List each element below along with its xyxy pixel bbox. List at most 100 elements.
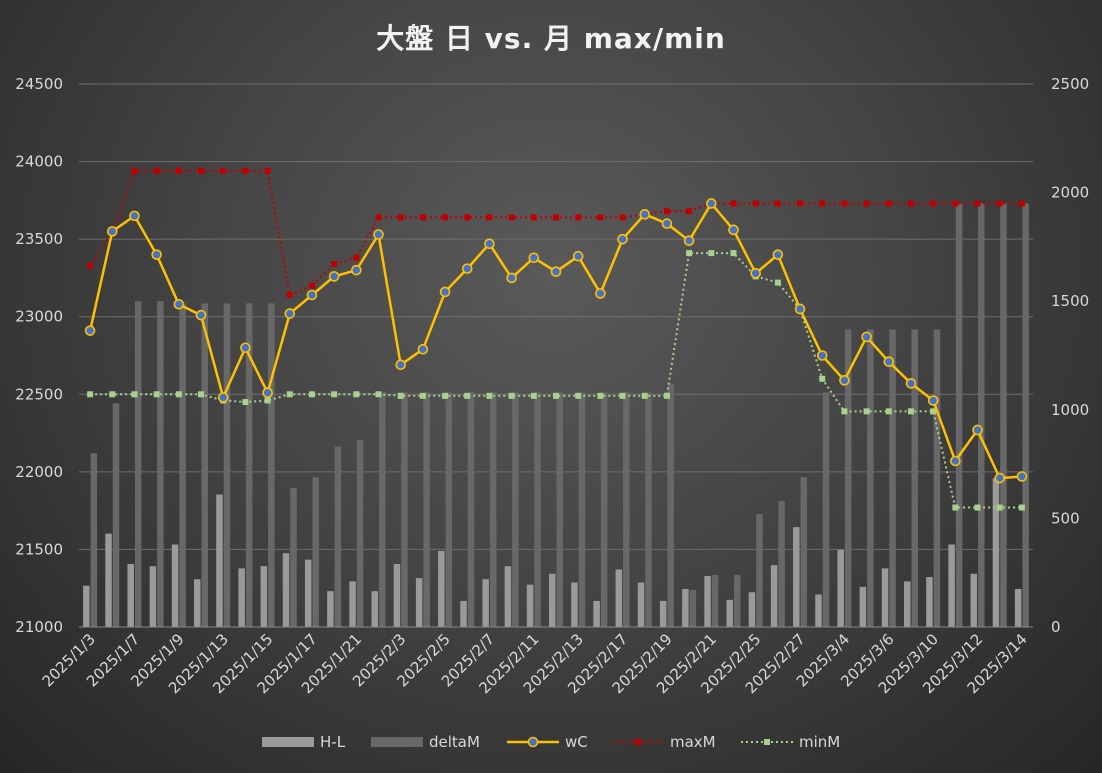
bar-deltam xyxy=(379,392,386,627)
point-minm xyxy=(597,392,604,399)
point-maxm xyxy=(442,214,449,221)
bar-hl xyxy=(881,568,889,627)
point-minm xyxy=(131,391,138,398)
bar-hl xyxy=(837,549,844,627)
point-maxm xyxy=(575,214,582,221)
point-maxm xyxy=(508,214,515,221)
point-wc xyxy=(195,309,207,321)
bar-hl xyxy=(948,544,955,627)
point-maxm xyxy=(286,291,293,298)
point-minm xyxy=(974,504,981,511)
bar-hl xyxy=(549,573,556,627)
bar-hl xyxy=(460,600,467,627)
point-wc xyxy=(262,387,273,399)
point-wc xyxy=(528,252,540,264)
y-left-tick-label: 21000 xyxy=(15,618,63,636)
point-wc xyxy=(950,455,961,467)
legend-label: deltaM xyxy=(429,733,480,751)
point-minm xyxy=(619,392,626,399)
point-wc xyxy=(595,288,606,299)
point-wc xyxy=(905,378,917,389)
point-maxm xyxy=(331,260,338,267)
point-maxm xyxy=(597,214,604,221)
bar-hl xyxy=(859,586,867,627)
point-wc xyxy=(728,224,739,236)
point-maxm xyxy=(486,214,493,221)
bar-deltam xyxy=(445,392,453,627)
bar-deltam xyxy=(467,392,475,627)
point-wc xyxy=(1016,471,1028,482)
point-wc xyxy=(617,233,628,245)
point-wc xyxy=(173,299,185,310)
point-maxm xyxy=(863,200,870,207)
bar-hl xyxy=(704,575,711,627)
legend-label: minM xyxy=(799,733,840,751)
point-wc xyxy=(417,343,429,355)
bar-hl xyxy=(438,550,445,627)
bar-hl xyxy=(571,582,578,627)
point-maxm xyxy=(464,214,471,221)
bar-deltam xyxy=(401,392,408,627)
point-minm xyxy=(930,408,937,415)
point-minm xyxy=(397,392,404,399)
legend-item-wc: wC xyxy=(507,733,588,751)
point-minm xyxy=(109,391,116,398)
point-wc xyxy=(883,356,895,368)
point-maxm xyxy=(353,254,360,261)
point-wc xyxy=(794,303,806,315)
legend: H-L deltaM wC maxM minM xyxy=(262,733,840,751)
bar-hl xyxy=(726,599,733,627)
bar-hl xyxy=(682,588,689,627)
bar-deltam xyxy=(756,514,763,627)
point-minm xyxy=(464,392,471,399)
bar-deltam xyxy=(157,301,164,627)
series-hl-bars xyxy=(83,478,1022,627)
bar-hl xyxy=(526,584,534,627)
bar-deltam xyxy=(489,392,497,627)
point-minm xyxy=(508,392,515,399)
point-wc xyxy=(106,226,118,237)
bar-deltam xyxy=(733,574,741,627)
bar-hl xyxy=(748,592,756,627)
bar-hl xyxy=(105,533,112,627)
bar-deltam xyxy=(600,392,608,627)
legend-swatch xyxy=(371,737,423,747)
point-maxm xyxy=(153,167,160,174)
point-wc xyxy=(572,250,584,262)
point-maxm xyxy=(375,214,382,221)
bar-deltam xyxy=(534,392,541,627)
bar-hl xyxy=(371,591,379,627)
point-wc xyxy=(816,350,828,361)
point-minm xyxy=(663,392,670,399)
point-wc xyxy=(395,359,406,371)
point-minm xyxy=(442,392,449,399)
point-wc xyxy=(506,272,517,284)
bar-deltam xyxy=(711,574,719,627)
point-wc xyxy=(84,325,96,336)
point-minm xyxy=(907,408,914,415)
point-minm xyxy=(419,392,426,399)
legend-marker xyxy=(635,739,641,745)
bar-deltam xyxy=(201,303,209,627)
point-maxm xyxy=(1018,200,1025,207)
point-minm xyxy=(863,408,870,415)
y-left-tick-label: 24500 xyxy=(15,75,63,93)
gridlines xyxy=(79,83,1033,628)
y-right-tick-label: 2500 xyxy=(1051,75,1089,93)
legend-item-deltam: deltaM xyxy=(371,733,480,751)
point-maxm xyxy=(131,167,138,174)
point-maxm xyxy=(996,200,1003,207)
point-maxm xyxy=(930,200,937,207)
bar-hl xyxy=(260,566,268,627)
point-wc xyxy=(994,472,1006,484)
point-wc xyxy=(484,238,495,250)
bar-hl xyxy=(216,494,223,627)
legend-swatch xyxy=(262,737,314,747)
bar-hl xyxy=(659,600,667,627)
point-maxm xyxy=(952,200,959,207)
point-minm xyxy=(730,250,737,257)
bar-deltam xyxy=(578,392,586,627)
point-wc xyxy=(772,249,784,260)
point-maxm xyxy=(841,200,848,207)
point-wc xyxy=(217,392,229,403)
